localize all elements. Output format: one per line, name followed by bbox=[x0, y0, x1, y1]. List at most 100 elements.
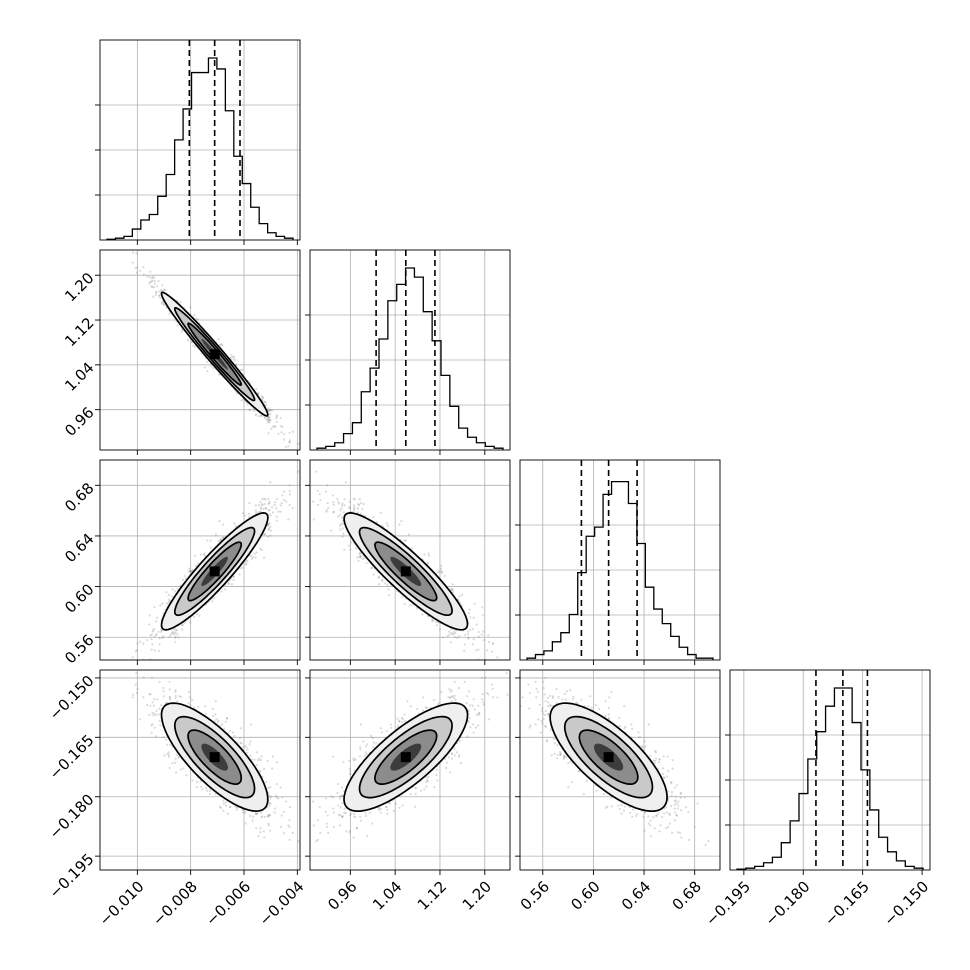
sample-point bbox=[107, 223, 109, 225]
sample-point bbox=[386, 524, 390, 527]
sample-point bbox=[279, 416, 282, 420]
sample-point bbox=[496, 656, 499, 659]
sample-point bbox=[273, 425, 276, 428]
sample-point bbox=[339, 522, 342, 526]
sample-point bbox=[187, 570, 191, 573]
sample-point bbox=[267, 407, 270, 410]
sample-point bbox=[218, 520, 221, 523]
sample-point bbox=[381, 524, 384, 527]
sample-point bbox=[291, 430, 294, 433]
sample-point bbox=[211, 600, 214, 603]
sample-point bbox=[343, 498, 346, 501]
sample-point bbox=[157, 280, 160, 283]
sample-point bbox=[297, 442, 300, 445]
sample-point bbox=[158, 290, 161, 293]
sample-point bbox=[491, 642, 494, 645]
sample-point bbox=[472, 616, 475, 619]
panel-frame bbox=[309, 249, 511, 451]
sample-point bbox=[135, 649, 139, 652]
sample-point bbox=[248, 408, 252, 411]
scatter-panel-4-1 bbox=[95, 669, 301, 875]
sample-point bbox=[246, 559, 249, 563]
sample-point bbox=[267, 523, 270, 527]
sample-point bbox=[245, 562, 248, 566]
sample-point bbox=[153, 280, 156, 283]
sample-point bbox=[457, 635, 461, 638]
sample-point bbox=[400, 520, 403, 523]
scatter-content bbox=[131, 672, 300, 843]
sample-point bbox=[160, 301, 163, 304]
sample-point bbox=[264, 401, 267, 404]
sample-point bbox=[132, 667, 134, 669]
sample-point bbox=[220, 590, 223, 593]
sample-point bbox=[189, 570, 192, 574]
sample-point bbox=[381, 578, 384, 581]
sample-point bbox=[359, 554, 362, 558]
sample-point bbox=[250, 557, 254, 560]
sample-point bbox=[250, 554, 253, 557]
sample-point bbox=[288, 439, 292, 442]
sample-point bbox=[194, 345, 197, 348]
sample-point bbox=[398, 523, 401, 526]
sample-point bbox=[154, 291, 158, 294]
sample-point bbox=[463, 633, 467, 636]
sample-point bbox=[161, 602, 164, 605]
sample-point bbox=[387, 588, 390, 591]
sample-point bbox=[288, 503, 291, 507]
sample-point bbox=[327, 506, 330, 510]
sample-point bbox=[209, 546, 212, 549]
sample-point bbox=[264, 506, 267, 510]
sample-point bbox=[400, 596, 403, 599]
sample-point bbox=[136, 266, 139, 269]
sample-point bbox=[259, 506, 262, 509]
sample-point bbox=[332, 511, 335, 514]
sample-point bbox=[193, 554, 196, 557]
sample-point bbox=[491, 642, 494, 645]
sample-point bbox=[241, 368, 244, 371]
sample-point bbox=[285, 445, 288, 449]
sample-point bbox=[461, 593, 464, 596]
sample-point bbox=[163, 303, 166, 307]
sample-point bbox=[450, 633, 454, 636]
sample-point bbox=[162, 302, 165, 306]
sample-point bbox=[365, 561, 368, 565]
sample-point bbox=[275, 515, 278, 518]
sample-point bbox=[281, 494, 284, 497]
sample-point bbox=[356, 556, 359, 559]
sample-point bbox=[234, 363, 237, 366]
sample-point bbox=[358, 552, 361, 555]
sample-point bbox=[372, 516, 375, 519]
sample-point bbox=[384, 582, 387, 585]
sample-point bbox=[150, 633, 154, 636]
sample-point bbox=[342, 511, 345, 514]
sample-point bbox=[206, 539, 209, 542]
sample-point bbox=[443, 574, 446, 578]
sample-point bbox=[188, 569, 191, 572]
sample-point bbox=[233, 522, 236, 525]
sample-point bbox=[264, 507, 267, 510]
sample-point bbox=[142, 273, 145, 276]
sample-point bbox=[175, 299, 179, 302]
sample-point bbox=[467, 630, 470, 633]
histogram-panel-1 bbox=[95, 39, 301, 245]
sample-point bbox=[449, 588, 453, 591]
sample-point bbox=[467, 636, 470, 640]
sample-point bbox=[148, 282, 151, 285]
histogram-step-line bbox=[526, 480, 714, 660]
sample-point bbox=[263, 416, 267, 420]
sample-point bbox=[451, 588, 454, 591]
sample-point bbox=[263, 532, 266, 535]
sample-point bbox=[260, 548, 263, 551]
sample-point bbox=[150, 638, 153, 641]
sample-point bbox=[234, 525, 237, 528]
sample-point bbox=[135, 252, 138, 255]
sample-point bbox=[199, 553, 202, 556]
sample-point bbox=[311, 500, 315, 503]
sample-point bbox=[232, 575, 235, 578]
sample-point bbox=[168, 600, 171, 603]
sample-point bbox=[458, 595, 461, 598]
sample-point bbox=[359, 552, 362, 555]
sample-point bbox=[435, 624, 439, 627]
sample-point bbox=[439, 569, 443, 572]
panel-frame bbox=[99, 459, 301, 661]
